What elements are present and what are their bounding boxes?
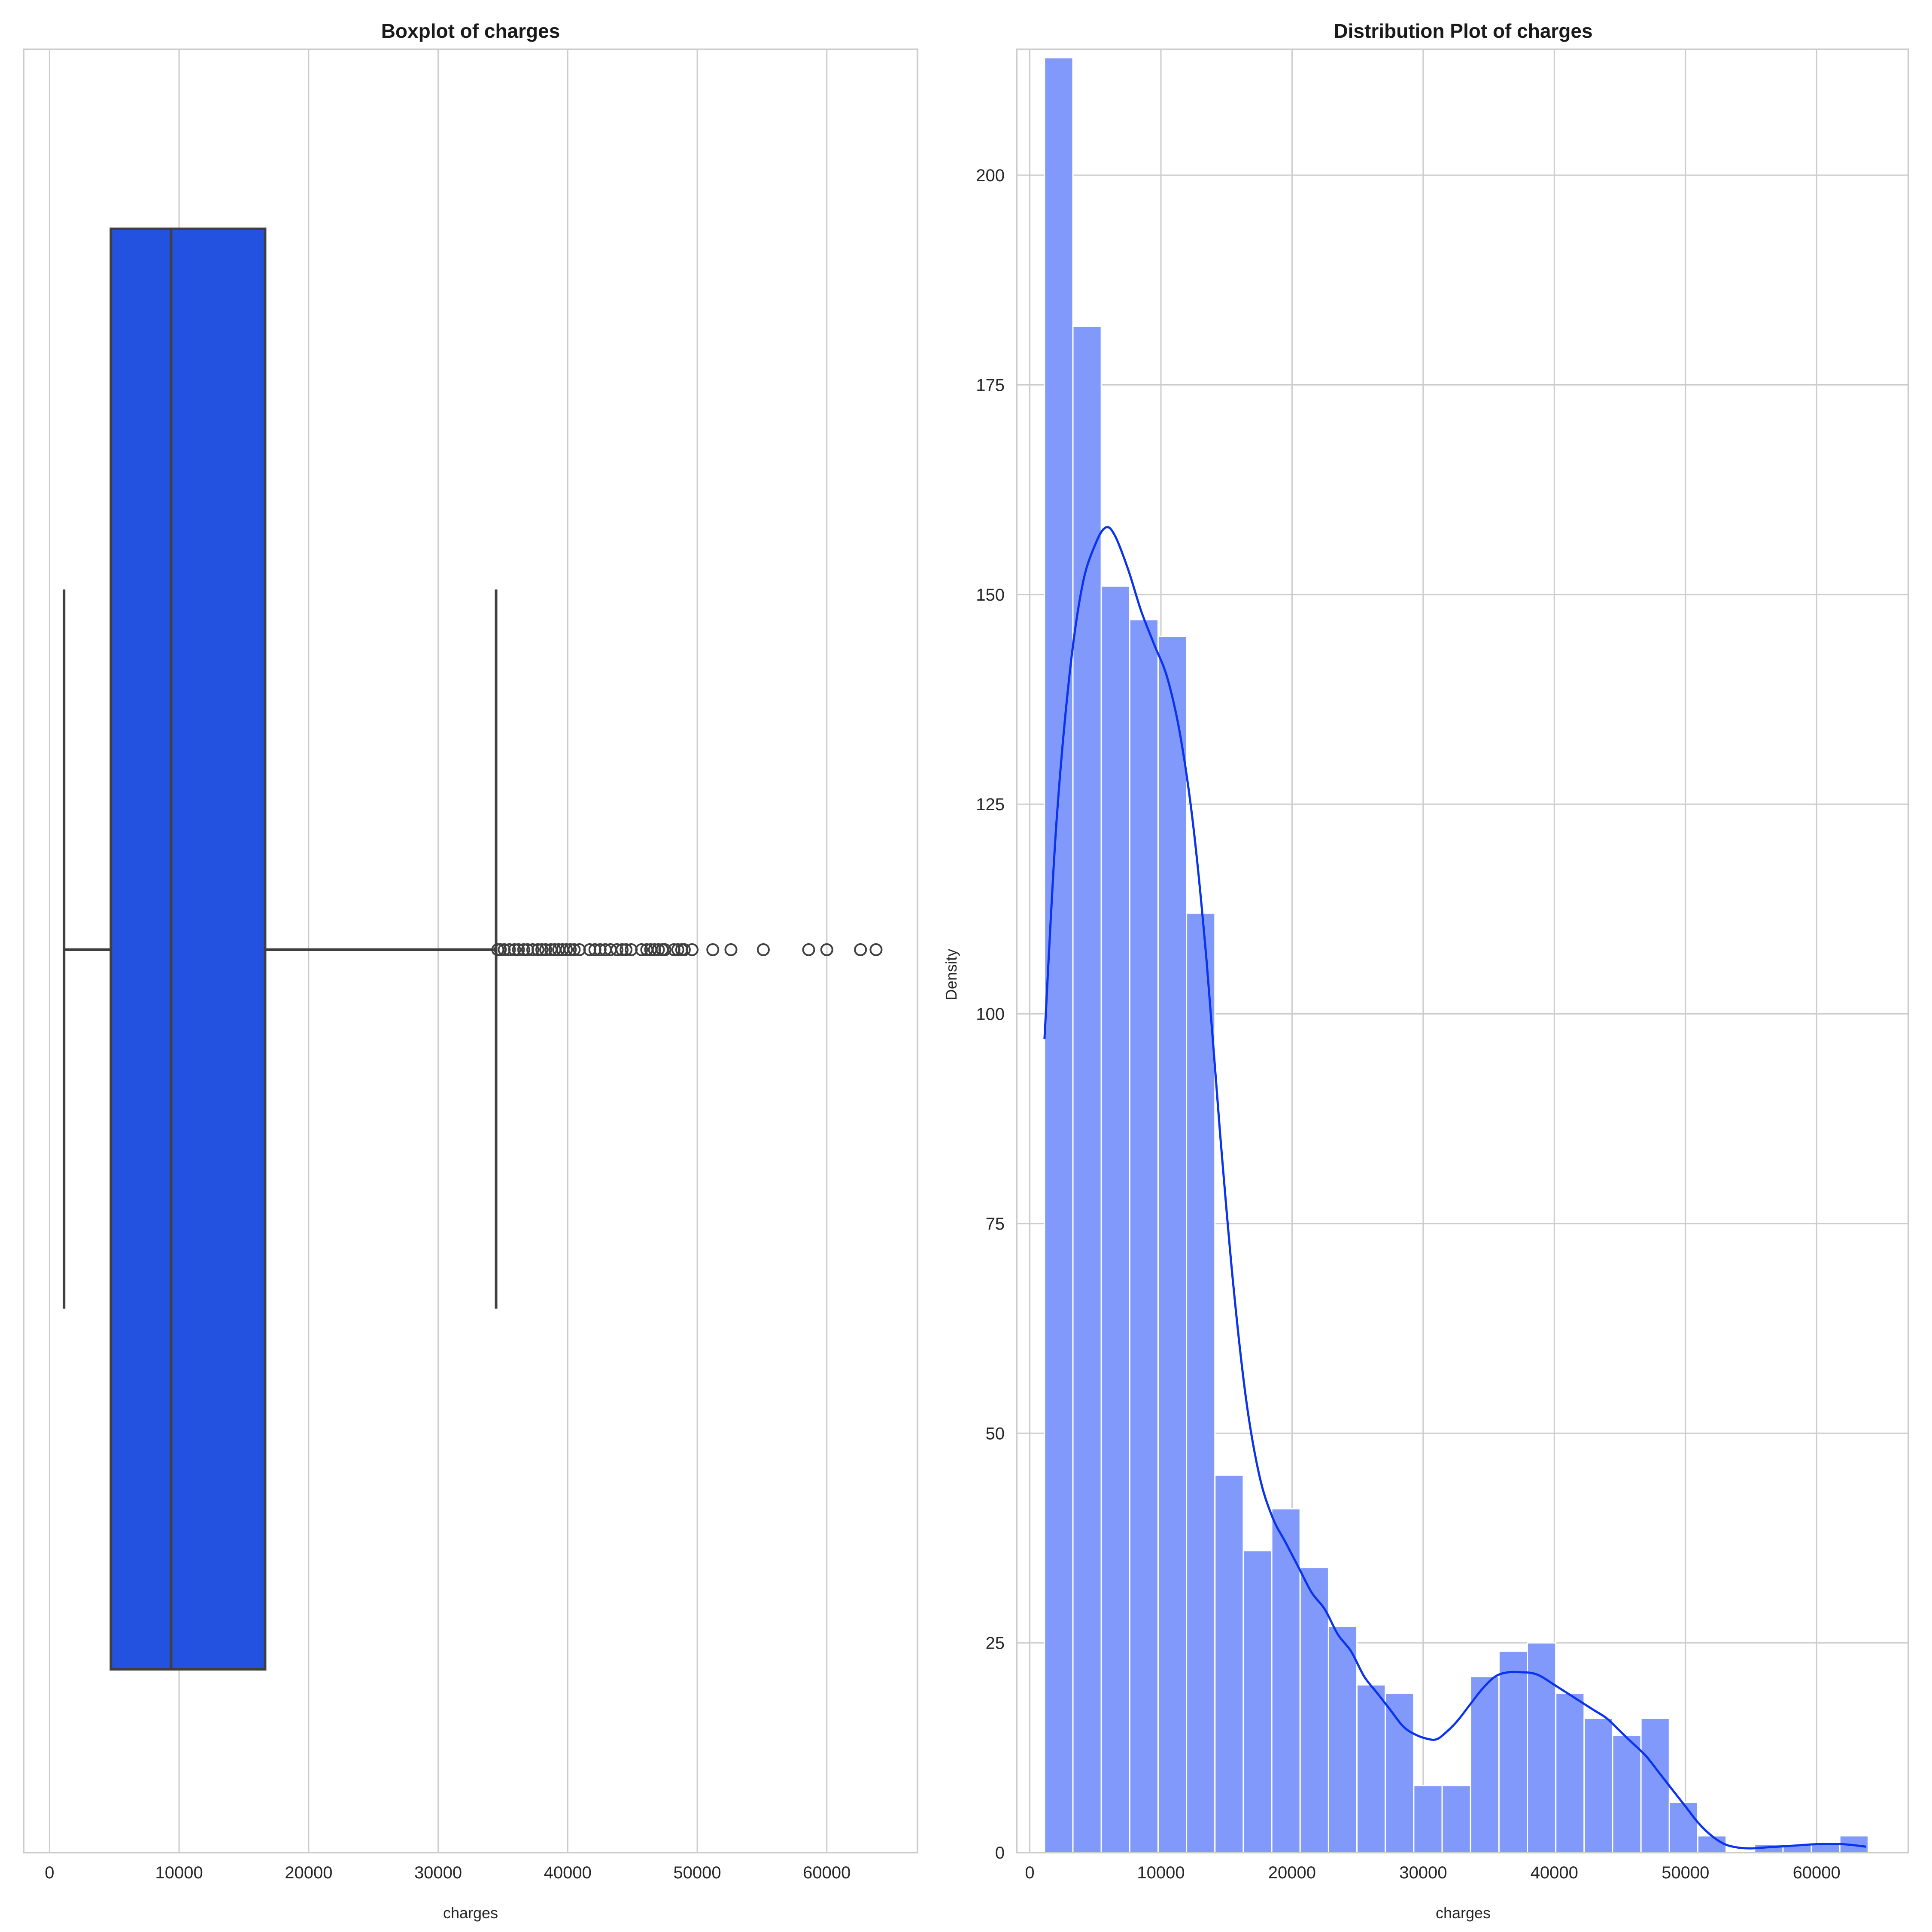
histogram-panel: 0 10000 20000 30000 40000 50000 60000 0 25 50 75 1… <box>942 20 1909 1922</box>
boxplot-x-tick-label: 30000 <box>414 1863 462 1882</box>
histogram-bars <box>1044 57 1869 1853</box>
histogram-x-tick-label: 30000 <box>1399 1863 1447 1882</box>
histogram-frame <box>1016 49 1909 1853</box>
histogram-bar <box>1327 1625 1358 1853</box>
boxplot-x-ticks: 0 10000 20000 30000 40000 50000 60000 <box>45 1863 851 1882</box>
outlier-point <box>526 943 539 956</box>
outlier-point <box>677 943 691 956</box>
histogram-bar <box>1668 1801 1698 1853</box>
histogram-y-ticks: 0 25 50 75 100 125 150 175 200 <box>976 166 1005 1862</box>
histogram-bar <box>1100 585 1130 1853</box>
histogram-y-tick-label: 100 <box>976 1005 1005 1024</box>
histogram-y-tick-label: 50 <box>986 1424 1005 1443</box>
outlier-point <box>820 943 833 956</box>
boxplot-frame <box>23 49 918 1853</box>
histogram-bar <box>1129 619 1159 1853</box>
histogram-x-tick-label: 40000 <box>1531 1863 1578 1882</box>
histogram-bar <box>1555 1692 1585 1853</box>
outlier-point <box>802 943 815 956</box>
histogram-bar <box>1157 635 1188 1853</box>
histogram-y-tick-label: 150 <box>976 586 1005 605</box>
histogram-gridlines <box>1017 49 1908 1853</box>
histogram-x-tick-label: 10000 <box>1137 1863 1185 1882</box>
outlier-point <box>539 943 553 956</box>
boxplot-x-tick-label: 50000 <box>673 1863 721 1882</box>
histogram-x-tick-label: 60000 <box>1793 1863 1841 1882</box>
outlier-point <box>685 943 699 956</box>
boxplot-x-tick-label: 60000 <box>803 1863 851 1882</box>
histogram-bar <box>1810 1843 1841 1853</box>
histogram-bar <box>1640 1717 1670 1853</box>
histogram-bar <box>1470 1676 1500 1853</box>
outlier-point <box>503 943 516 956</box>
histogram-bar <box>1441 1785 1471 1853</box>
boxplot-panel: 0 10000 20000 30000 40000 50000 60000 Boxplot … <box>23 20 918 1922</box>
outlier-point <box>854 943 867 956</box>
histogram-bar <box>1527 1642 1557 1853</box>
boxplot-x-tick-label: 40000 <box>544 1863 592 1882</box>
outlier-point <box>756 943 770 956</box>
outlier-point <box>724 943 738 956</box>
outlier-point <box>616 943 629 956</box>
histogram-y-tick-label: 200 <box>976 166 1005 185</box>
boxplot-x-label: charges <box>443 1904 498 1922</box>
histogram-x-label: charges <box>1436 1904 1491 1922</box>
outlier-point <box>658 943 671 956</box>
outlier-point <box>517 943 530 956</box>
histogram-y-tick-label: 0 <box>995 1844 1005 1862</box>
outlier-point <box>508 943 521 956</box>
boxplot-x-tick-label: 0 <box>45 1863 54 1882</box>
outlier-point <box>568 943 581 956</box>
histogram-bar <box>1356 1684 1386 1853</box>
histogram-y-tick-label: 25 <box>986 1634 1005 1653</box>
outlier-point <box>706 943 720 956</box>
outlier-point <box>560 943 573 956</box>
outlier-point <box>512 943 525 956</box>
outlier-point <box>620 943 633 956</box>
histogram-bar <box>1413 1785 1443 1853</box>
histogram-y-tick-label: 125 <box>976 795 1005 814</box>
histogram-x-ticks: 0 10000 20000 30000 40000 50000 60000 <box>1025 1863 1840 1882</box>
outlier-point <box>531 943 544 956</box>
outlier-point <box>671 943 684 956</box>
histogram-title: Distribution Plot of charges <box>1334 20 1592 42</box>
histogram-bar <box>1583 1717 1613 1853</box>
histogram-x-tick-label: 0 <box>1025 1863 1034 1882</box>
histogram-bar <box>1242 1550 1273 1853</box>
outlier-point <box>564 943 577 956</box>
histogram-x-tick-label: 50000 <box>1662 1863 1709 1882</box>
boxplot-body <box>63 228 498 1671</box>
boxplot-outliers <box>491 943 883 956</box>
outlier-point <box>535 943 548 956</box>
histogram-bar <box>1186 912 1216 1853</box>
outlier-point <box>494 943 507 956</box>
histogram-bar <box>1612 1735 1642 1853</box>
boxplot-x-tick-label: 20000 <box>285 1863 332 1882</box>
outlier-point <box>652 943 665 956</box>
boxplot-title: Boxplot of charges <box>381 20 560 42</box>
histogram-bar <box>1072 325 1102 1853</box>
histogram-y-tick-label: 75 <box>986 1215 1005 1233</box>
histogram-bar <box>1498 1650 1528 1853</box>
histogram-bar <box>1385 1692 1415 1853</box>
boxplot-x-tick-label: 10000 <box>155 1863 203 1882</box>
histogram-bar <box>1697 1835 1727 1853</box>
outlier-point <box>610 943 623 956</box>
histogram-y-tick-label: 175 <box>976 376 1005 395</box>
outlier-point <box>635 943 648 956</box>
histogram-x-tick-label: 20000 <box>1268 1863 1316 1882</box>
outlier-point <box>869 943 883 956</box>
kde-line <box>1043 526 1866 1850</box>
histogram-bar <box>1214 1474 1244 1853</box>
histogram-y-label: Density <box>942 949 960 1000</box>
iqr-box <box>109 228 267 1671</box>
